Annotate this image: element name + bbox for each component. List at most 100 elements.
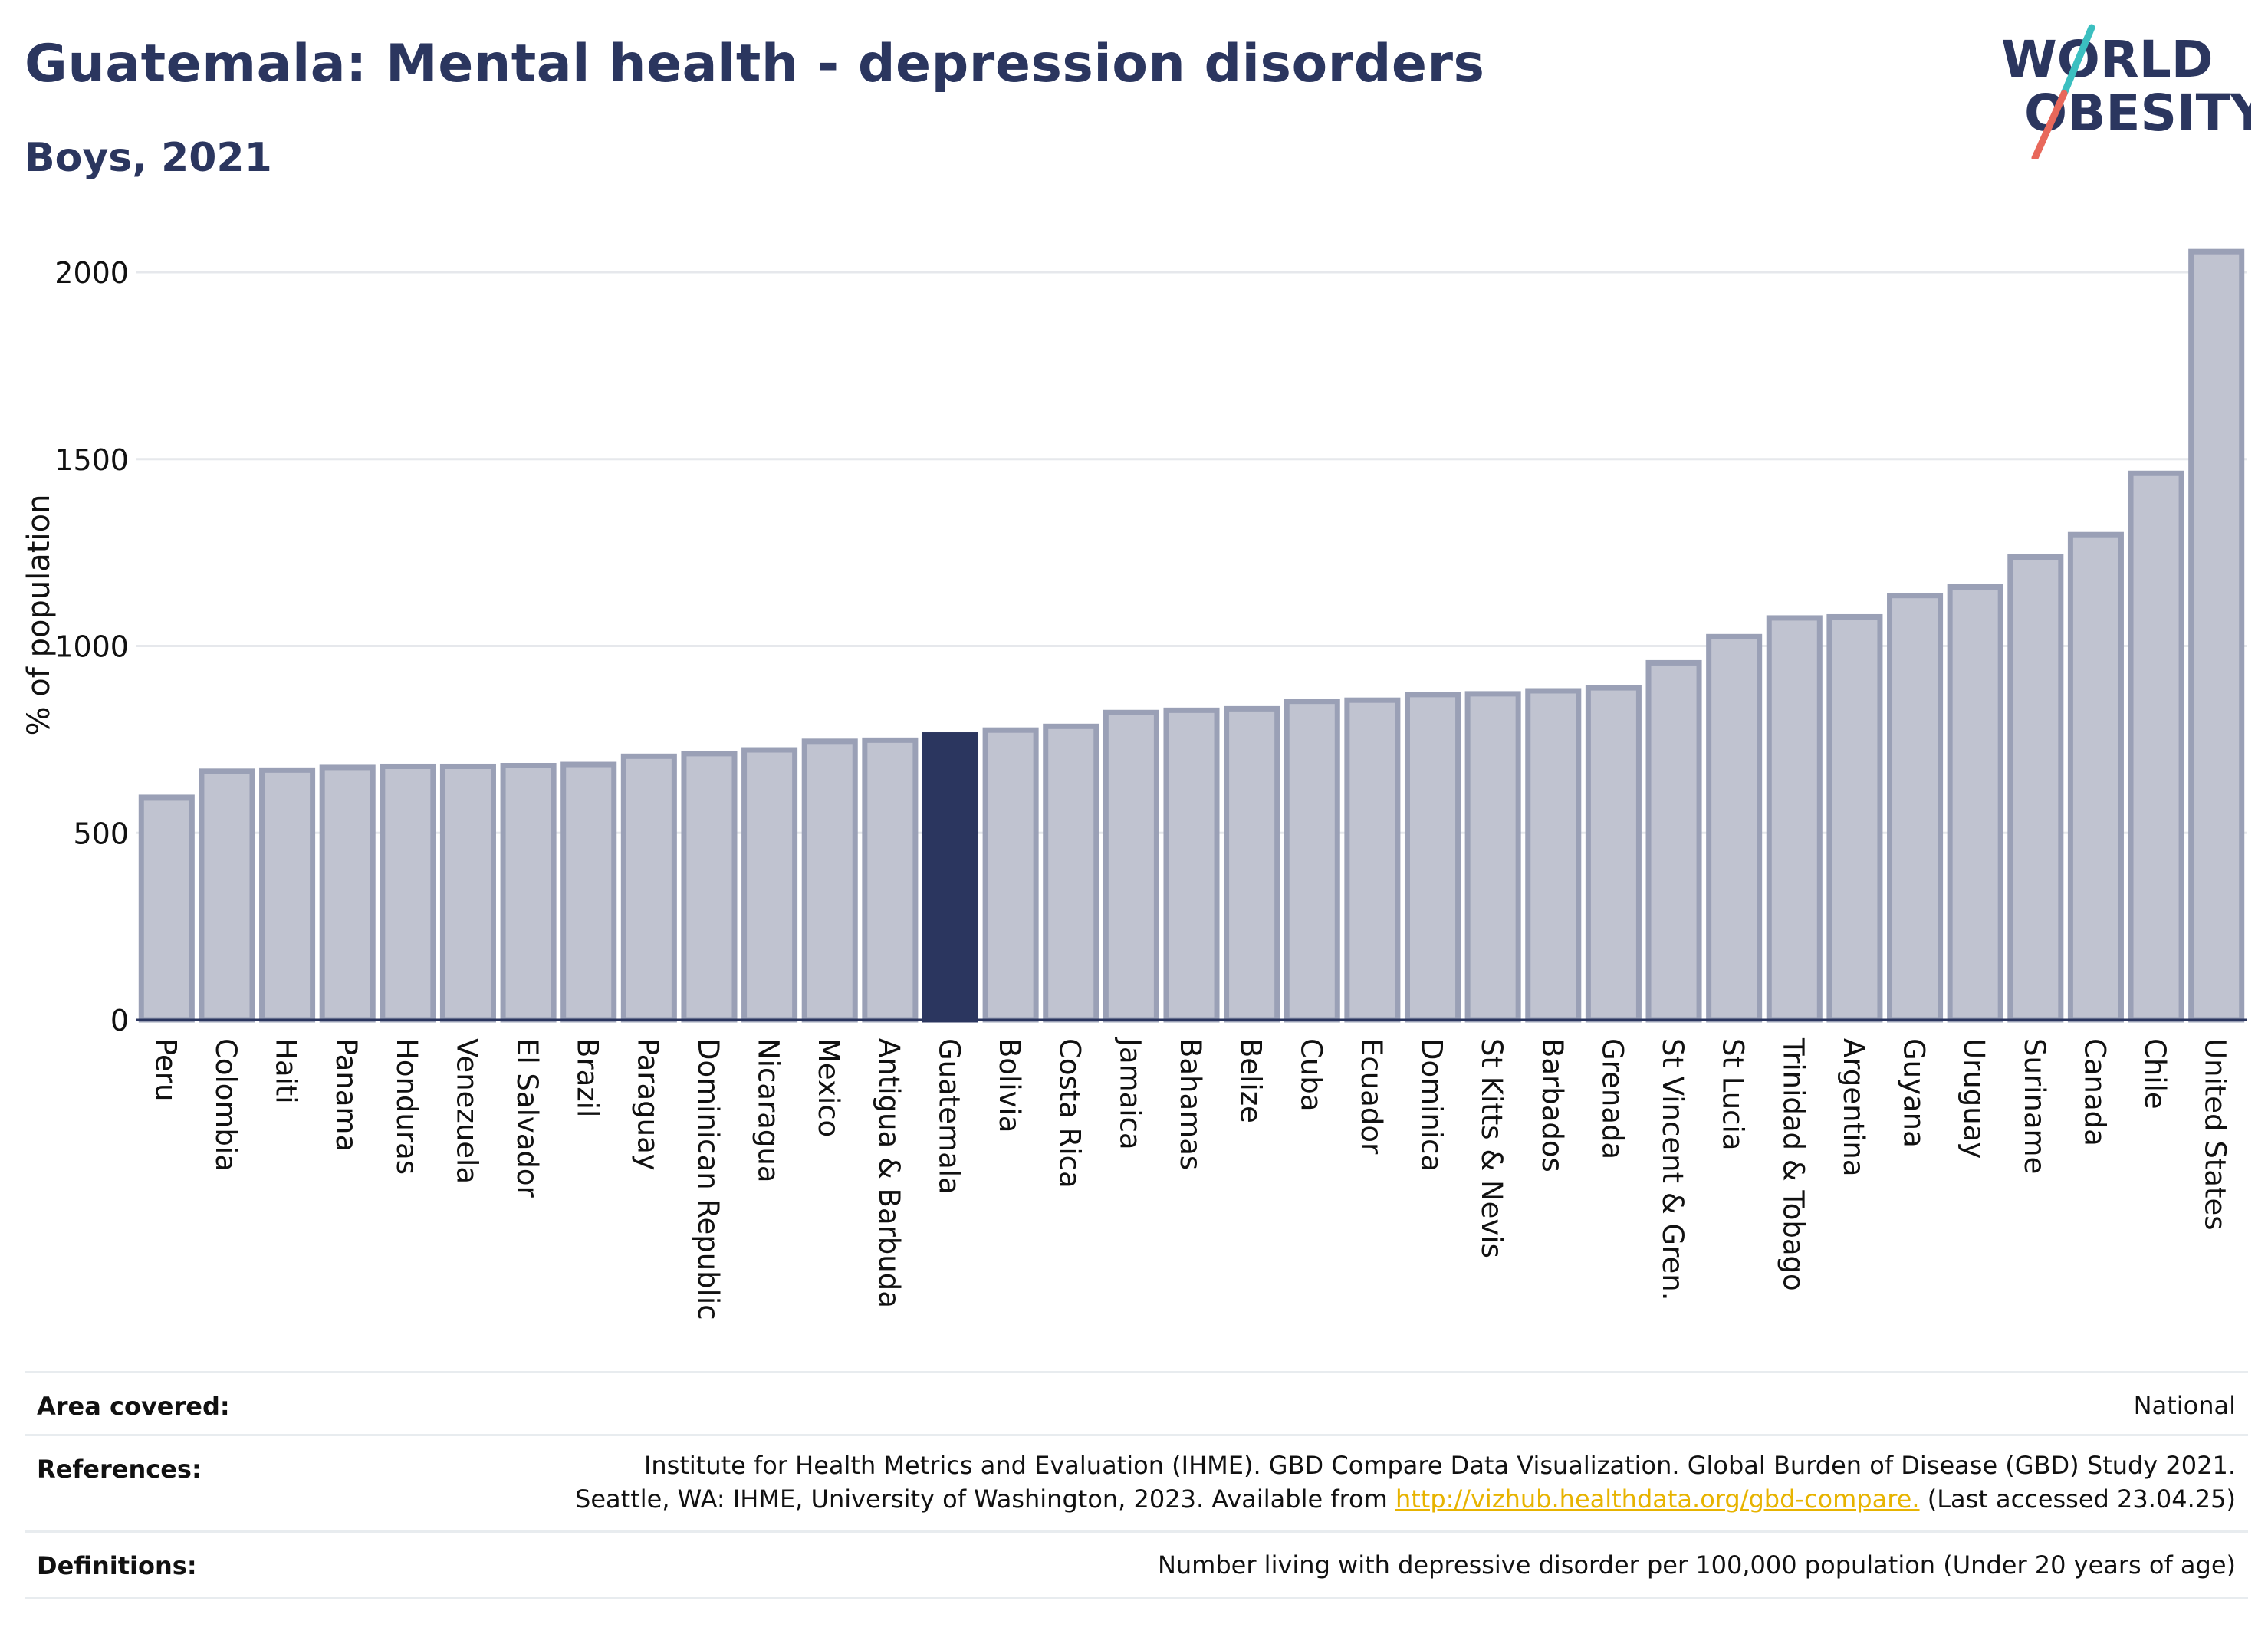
bar-chile	[2128, 470, 2184, 1023]
x-tick-label: Trinidad & Tobago	[1777, 1037, 1809, 1291]
bar-guyana	[1887, 593, 1944, 1023]
bar-belize	[1224, 705, 1280, 1023]
x-tick-label: Canada	[2078, 1038, 2111, 1146]
bar-el-salvador	[500, 763, 557, 1023]
chart-title: Guatemala: Mental health - depression di…	[25, 34, 1485, 94]
x-tick-labels: Peru Colombia Haiti Panama Honduras Venezuela…	[149, 1037, 2231, 1320]
y-tick-labels: 0 500 1000 1500 2000	[54, 256, 129, 1037]
x-tick-label: Chile	[2138, 1038, 2171, 1110]
bar-brazil	[560, 761, 617, 1023]
bar-jamaica	[1103, 709, 1159, 1023]
x-tick-label: Cuba	[1294, 1038, 1327, 1111]
y-tick-label: 1000	[54, 630, 129, 664]
bar-panama	[319, 764, 376, 1023]
x-tick-label: Panama	[330, 1038, 363, 1152]
bar-united-states	[2188, 248, 2245, 1023]
bar-dominica	[1404, 692, 1461, 1023]
bar-canada	[2067, 531, 2124, 1023]
footer-row-definitions: Definitions: Number living with depressi…	[25, 1530, 2248, 1599]
x-tick-label: Grenada	[1596, 1038, 1629, 1159]
x-tick-label: Colombia	[209, 1038, 242, 1172]
footer-row-references: References: Institute for Health Metrics…	[25, 1434, 2248, 1533]
x-tick-label: Jamaica	[1113, 1037, 1146, 1150]
x-tick-label: Suriname	[2018, 1038, 2051, 1174]
bar-grenada	[1585, 685, 1642, 1023]
bars	[138, 248, 2245, 1023]
bar-haiti	[259, 767, 316, 1023]
references-line-2-post: (Last accessed 23.04.25)	[1919, 1484, 2236, 1514]
bar-suriname	[2007, 554, 2064, 1023]
bar-paraguay	[620, 753, 677, 1023]
bar-nicaragua	[741, 747, 798, 1023]
bar-colombia	[199, 768, 255, 1023]
bar-st-lucia	[1706, 633, 1763, 1023]
logo-word-world: WORLD	[2001, 30, 2214, 89]
bar-barbados	[1525, 688, 1582, 1023]
world-obesity-logo: WORLD OBESITY	[2001, 24, 2251, 159]
x-tick-label: Guatemala	[932, 1038, 965, 1195]
bar-dominican-republic	[681, 751, 738, 1023]
references-line-2-pre: Seattle, WA: IHME, University of Washing…	[575, 1484, 1395, 1514]
bar-st-vincent-gren	[1645, 659, 1702, 1023]
bar-bolivia	[982, 727, 1039, 1023]
references-value: Institute for Health Metrics and Evaluat…	[575, 1448, 2236, 1516]
bar-guatemala	[922, 732, 979, 1023]
x-tick-label: Nicaragua	[752, 1038, 785, 1182]
x-tick-label: Bolivia	[993, 1038, 1026, 1133]
y-tick-label: 0	[110, 1004, 129, 1037]
x-tick-label: Belize	[1234, 1038, 1267, 1123]
logo-slash-teal	[2060, 24, 2095, 97]
chart-subtitle: Boys, 2021	[25, 135, 272, 181]
x-tick-label: Brazil	[571, 1038, 604, 1117]
references-link[interactable]: http://vizhub.healthdata.org/gbd-compare…	[1395, 1484, 1920, 1514]
x-tick-label: St Lucia	[1717, 1038, 1750, 1150]
x-tick-label: El Salvador	[511, 1038, 544, 1198]
y-tick-label: 1500	[54, 443, 129, 477]
bar-costa-rica	[1043, 723, 1099, 1023]
references-label: References:	[37, 1455, 202, 1484]
x-tick-label: Dominica	[1415, 1038, 1448, 1172]
x-tick-label: Ecuador	[1355, 1038, 1388, 1155]
x-tick-label: St Kitts & Nevis	[1475, 1038, 1508, 1258]
references-line-1: Institute for Health Metrics and Evaluat…	[643, 1451, 2236, 1480]
x-tick-label: Barbados	[1536, 1038, 1569, 1172]
y-axis-label: % of population	[21, 495, 57, 736]
x-tick-label: Peru	[149, 1038, 182, 1101]
bar-venezuela	[439, 763, 496, 1023]
bar-mexico	[801, 738, 858, 1023]
y-tick-label: 2000	[54, 256, 129, 290]
definitions-label: Definitions:	[37, 1551, 197, 1580]
definitions-value: Number living with depressive disorder p…	[1157, 1550, 2236, 1580]
area-covered-value: National	[2133, 1391, 2236, 1420]
area-covered-label: Area covered:	[37, 1392, 230, 1421]
bar-uruguay	[1947, 584, 2003, 1023]
x-tick-label: Venezuela	[450, 1038, 483, 1184]
x-tick-label: Argentina	[1837, 1038, 1870, 1176]
footer-row-area: Area covered: National	[25, 1371, 2248, 1436]
references-line-2: Seattle, WA: IHME, University of Washing…	[575, 1482, 2236, 1516]
logo-slash-coral	[2031, 90, 2068, 159]
x-tick-label: Mexico	[812, 1038, 845, 1137]
x-tick-label: Haiti	[270, 1038, 303, 1104]
x-tick-label: Honduras	[390, 1038, 423, 1175]
bar-peru	[138, 794, 195, 1023]
bar-ecuador	[1344, 697, 1401, 1023]
x-tick-label: Bahamas	[1174, 1038, 1207, 1170]
bar-chart: Peru Colombia Haiti Panama Honduras Venezuela…	[21, 248, 2247, 1320]
bar-trinidad-tobago	[1766, 615, 1823, 1023]
bar-bahamas	[1163, 707, 1220, 1023]
x-tick-label: Dominican Republic	[692, 1038, 725, 1320]
x-tick-label: Paraguay	[631, 1038, 664, 1171]
x-tick-label: Guyana	[1898, 1038, 1931, 1148]
bar-argentina	[1826, 613, 1883, 1023]
x-tick-label: Uruguay	[1957, 1038, 1990, 1159]
bar-antigua-barbuda	[862, 737, 919, 1023]
x-tick-label: Costa Rica	[1053, 1038, 1086, 1189]
bar-honduras	[380, 763, 436, 1023]
bar-cuba	[1284, 699, 1340, 1023]
x-tick-label: St Vincent & Gren.	[1656, 1038, 1689, 1300]
bar-st-kitts-nevis	[1464, 691, 1521, 1023]
y-tick-label: 500	[73, 817, 129, 850]
x-tick-label: Antigua & Barbuda	[873, 1038, 906, 1308]
x-tick-label: United States	[2199, 1038, 2232, 1231]
